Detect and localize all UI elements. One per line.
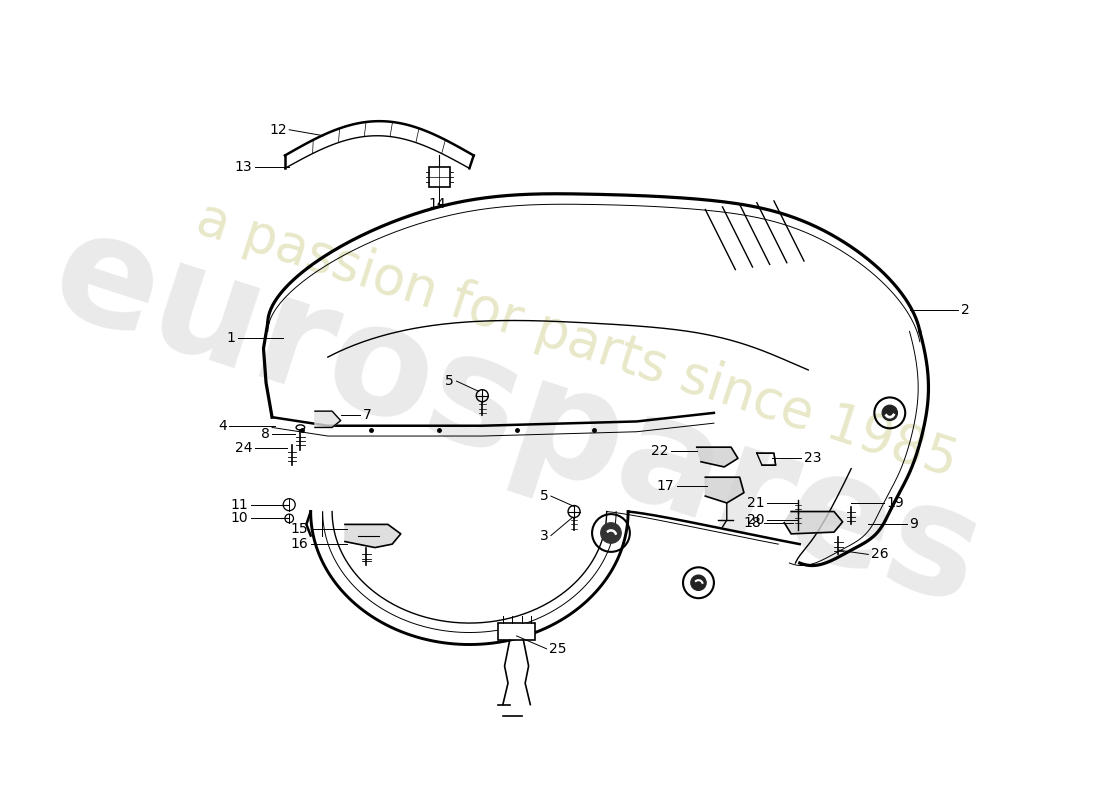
Text: eurospares: eurospares — [34, 197, 999, 638]
Text: 14: 14 — [428, 198, 446, 211]
Polygon shape — [705, 478, 744, 503]
Text: 2: 2 — [961, 303, 970, 317]
Text: 16: 16 — [290, 537, 308, 551]
Polygon shape — [345, 525, 400, 547]
Bar — [497, 623, 536, 640]
Polygon shape — [315, 411, 341, 427]
Text: 22: 22 — [651, 445, 669, 458]
Circle shape — [601, 522, 621, 543]
Circle shape — [882, 405, 898, 421]
Circle shape — [691, 575, 706, 590]
Text: 18: 18 — [744, 516, 761, 530]
Text: 5: 5 — [446, 374, 454, 388]
Text: 23: 23 — [804, 451, 822, 466]
Text: 3: 3 — [540, 529, 548, 542]
Text: 11: 11 — [230, 498, 248, 512]
Text: 25: 25 — [549, 642, 566, 656]
Text: 19: 19 — [887, 496, 904, 510]
Text: 20: 20 — [747, 513, 764, 527]
Text: 24: 24 — [234, 441, 252, 455]
Text: 4: 4 — [218, 418, 227, 433]
Text: 13: 13 — [234, 160, 252, 174]
Text: 26: 26 — [871, 547, 889, 562]
Text: 21: 21 — [747, 496, 764, 510]
Text: 10: 10 — [230, 511, 248, 526]
Text: 9: 9 — [910, 518, 918, 531]
Polygon shape — [696, 447, 738, 467]
Text: 15: 15 — [290, 522, 308, 536]
Text: 8: 8 — [261, 427, 270, 442]
Text: 1: 1 — [227, 331, 235, 346]
Text: 12: 12 — [270, 122, 287, 137]
Text: 5: 5 — [540, 489, 548, 503]
Text: a passion for parts since 1985: a passion for parts since 1985 — [189, 192, 964, 488]
FancyBboxPatch shape — [429, 166, 450, 187]
Text: 7: 7 — [363, 409, 372, 422]
Text: 17: 17 — [657, 478, 674, 493]
Polygon shape — [784, 511, 843, 534]
